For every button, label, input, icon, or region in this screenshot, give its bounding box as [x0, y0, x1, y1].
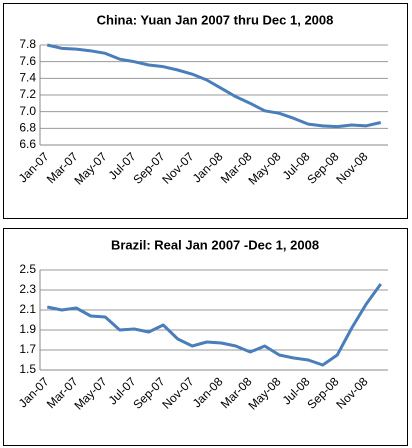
y-tick-label: 1.9	[19, 322, 36, 336]
chart-title: China: Yuan Jan 2007 thru Dec 1, 2008	[97, 12, 334, 27]
chart-title: Brazil: Real Jan 2007 -Dec 1, 2008	[111, 237, 319, 252]
y-tick-label: 6.8	[19, 121, 36, 135]
y-tick-label: 6.6	[19, 137, 36, 151]
y-tick-label: 7.4	[19, 71, 36, 85]
y-tick-label: 7.0	[19, 104, 36, 118]
y-tick-label: 7.2	[19, 87, 36, 101]
y-tick-label: 2.5	[19, 262, 36, 276]
chart-frame	[3, 3, 408, 219]
y-tick-label: 7.6	[19, 54, 36, 68]
y-tick-label: 7.8	[19, 37, 36, 51]
data-line	[46, 43, 382, 129]
data-line	[46, 283, 382, 367]
y-tick-label: 1.5	[19, 362, 36, 376]
y-tick-label: 2.3	[19, 282, 36, 296]
chart-frame	[3, 228, 408, 446]
y-tick-label: 1.7	[19, 342, 36, 356]
y-tick-label: 2.1	[19, 302, 36, 316]
